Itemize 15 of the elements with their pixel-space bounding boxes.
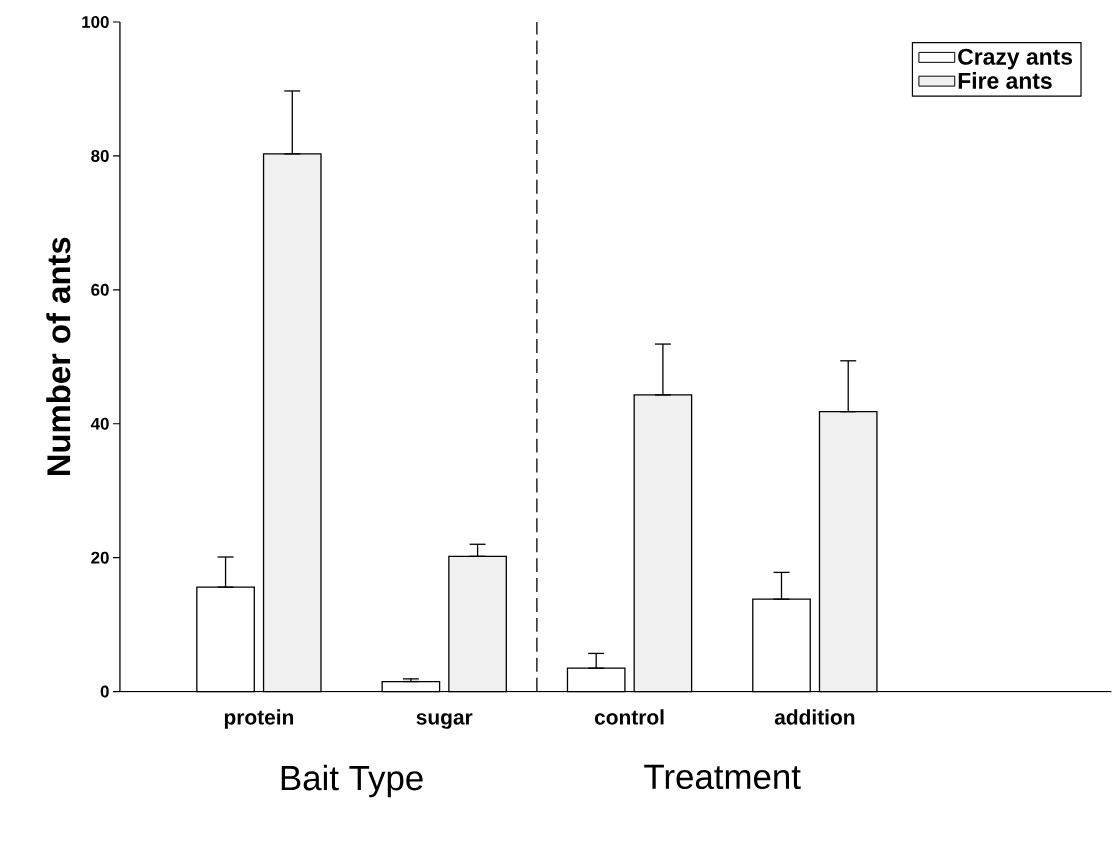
y-tick-label: 20 [91, 551, 109, 564]
y-tick-label: 80 [91, 150, 109, 163]
legend-label: Crazy ants [958, 48, 1073, 70]
y-tick-label: 40 [90, 418, 109, 430]
x-tick-label: sugar [416, 713, 473, 730]
y-tick-label: 0 [100, 685, 109, 698]
legend-label: Fire ants [958, 72, 1052, 90]
x-tick-label: control [594, 709, 664, 725]
y-tick-label: 60 [91, 284, 109, 297]
y-axis-title: Number of ants [46, 237, 71, 476]
y-tick-label: 100 [82, 16, 109, 29]
x-tick-label: addition [774, 709, 855, 725]
x-tick-label: protein [224, 709, 294, 730]
x-axis-title: Bait Type [281, 765, 423, 798]
text: Treatment [644, 765, 801, 790]
